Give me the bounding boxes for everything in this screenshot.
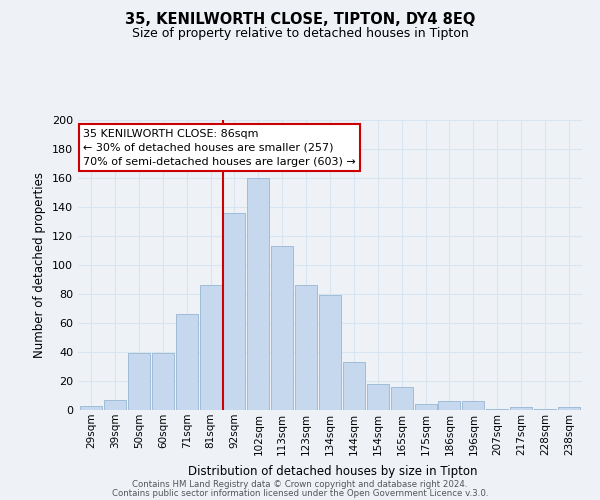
Bar bbox=[439, 402, 460, 410]
Bar bbox=[152, 354, 174, 410]
Text: Distribution of detached houses by size in Tipton: Distribution of detached houses by size … bbox=[188, 464, 478, 477]
Bar bbox=[200, 286, 221, 410]
Bar bbox=[510, 407, 532, 410]
Bar bbox=[247, 178, 269, 410]
Bar bbox=[319, 296, 341, 410]
Bar bbox=[295, 286, 317, 410]
Y-axis label: Number of detached properties: Number of detached properties bbox=[34, 172, 46, 358]
Bar bbox=[558, 407, 580, 410]
Bar bbox=[128, 354, 150, 410]
Bar bbox=[367, 384, 389, 410]
Bar bbox=[343, 362, 365, 410]
Bar bbox=[104, 400, 126, 410]
Bar bbox=[486, 408, 508, 410]
Text: Contains public sector information licensed under the Open Government Licence v.: Contains public sector information licen… bbox=[112, 488, 488, 498]
Text: Contains HM Land Registry data © Crown copyright and database right 2024.: Contains HM Land Registry data © Crown c… bbox=[132, 480, 468, 489]
Text: Size of property relative to detached houses in Tipton: Size of property relative to detached ho… bbox=[131, 28, 469, 40]
Bar bbox=[463, 402, 484, 410]
Bar bbox=[223, 213, 245, 410]
Bar bbox=[391, 387, 413, 410]
Bar bbox=[176, 314, 197, 410]
Bar bbox=[80, 406, 102, 410]
Text: 35 KENILWORTH CLOSE: 86sqm
← 30% of detached houses are smaller (257)
70% of sem: 35 KENILWORTH CLOSE: 86sqm ← 30% of deta… bbox=[83, 128, 356, 166]
Bar bbox=[415, 404, 437, 410]
Bar bbox=[271, 246, 293, 410]
Bar bbox=[534, 408, 556, 410]
Text: 35, KENILWORTH CLOSE, TIPTON, DY4 8EQ: 35, KENILWORTH CLOSE, TIPTON, DY4 8EQ bbox=[125, 12, 475, 28]
